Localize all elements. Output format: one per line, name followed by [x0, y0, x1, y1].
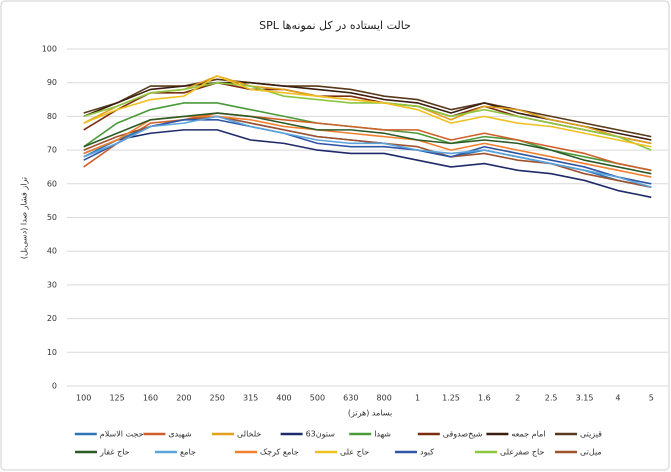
x-tick-label: 1 — [415, 394, 420, 403]
chart-title: SPL حالت ایستاده در کل نمونه‌ها — [259, 19, 411, 32]
x-tick-label: 250 — [210, 394, 225, 403]
legend-label: حاج غفار — [99, 448, 130, 457]
legend-label: شیخ‌صدوقی — [443, 430, 483, 439]
x-tick-label: 500 — [310, 394, 325, 403]
legend-label: شهدا — [374, 430, 391, 439]
legend-label: قیزیتی — [580, 430, 602, 439]
legend-label: حاج صفرعلی — [500, 448, 544, 457]
x-tick-label: 800 — [377, 394, 392, 403]
x-tick-label: 200 — [176, 394, 191, 403]
y-tick-label: 70 — [47, 146, 57, 155]
series-line — [83, 81, 652, 151]
legend-label: حاج علی — [340, 448, 369, 457]
series-line — [83, 129, 652, 199]
legend-label: جامع کرچک — [260, 448, 299, 457]
x-tick-label: 2.5 — [545, 394, 558, 403]
x-tick-label: 1.6 — [478, 394, 491, 403]
legend-label: میل‌تی — [580, 448, 602, 457]
x-tick-label: 160 — [143, 394, 158, 403]
x-tick-label: 125 — [109, 394, 124, 403]
series-line — [83, 75, 652, 148]
series-line — [83, 118, 652, 185]
series-line — [83, 112, 652, 175]
y-tick-label: 50 — [47, 213, 57, 222]
y-tick-label: 60 — [47, 179, 57, 188]
x-tick-label: 400 — [276, 394, 291, 403]
x-tick-label: 1.25 — [442, 394, 460, 403]
x-tick-label: 100 — [76, 394, 91, 403]
y-tick-label: 80 — [47, 112, 57, 121]
y-tick-label: 0 — [52, 382, 57, 391]
legend-label: خلخالی — [237, 430, 261, 439]
series-line — [83, 115, 652, 188]
legend-label: امام جمعه — [511, 430, 545, 439]
y-tick-label: 40 — [47, 247, 57, 256]
legend-label: جامع — [180, 448, 196, 457]
x-tick-label: 4 — [615, 394, 620, 403]
legend-label: شهیدی — [168, 430, 192, 439]
y-tick-label: 100 — [42, 45, 57, 54]
x-tick-label: 315 — [243, 394, 258, 403]
y-tick-label: 30 — [47, 280, 57, 289]
x-axis-title: بسامد (هرتز) — [348, 409, 392, 418]
x-tick-label: 2 — [515, 394, 520, 403]
y-tick-label: 10 — [47, 348, 57, 357]
y-axis-title: تراز فشار صدا (دسی‌بل) — [20, 177, 29, 259]
x-tick-label: 3.15 — [576, 394, 594, 403]
y-tick-label: 90 — [47, 78, 57, 87]
y-tick-label: 20 — [47, 314, 57, 323]
x-tick-label: 630 — [343, 394, 358, 403]
legend-label: کبود — [420, 448, 434, 457]
legend-label: 63ستون — [306, 430, 336, 439]
x-tick-label: 5 — [649, 394, 654, 403]
legend-label: حجت الاسلام — [100, 430, 144, 439]
